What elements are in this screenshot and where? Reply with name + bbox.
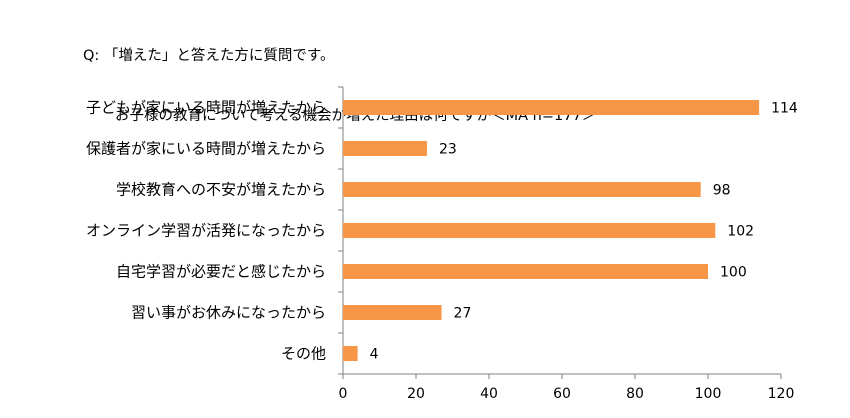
x-tick-label: 120 bbox=[768, 386, 795, 402]
bar bbox=[343, 223, 716, 238]
data-label: 4 bbox=[370, 347, 379, 363]
data-label: 100 bbox=[720, 265, 747, 281]
bar bbox=[343, 141, 427, 156]
data-label: 27 bbox=[454, 306, 472, 322]
x-tick-label: 20 bbox=[407, 386, 425, 402]
bar bbox=[343, 305, 442, 320]
bar bbox=[343, 100, 760, 115]
bar bbox=[343, 264, 708, 279]
bar bbox=[343, 182, 701, 197]
x-tick-label: 80 bbox=[626, 386, 644, 402]
category-label: 自宅学習が必要だと感じたから bbox=[116, 263, 326, 281]
x-tick-label: 100 bbox=[695, 386, 722, 402]
data-label: 102 bbox=[727, 224, 754, 240]
category-label: その他 bbox=[281, 345, 326, 363]
category-label: 習い事がお休みになったから bbox=[131, 304, 326, 322]
category-label: 保護者が家にいる時間が増えたから bbox=[86, 140, 326, 158]
data-label: 98 bbox=[713, 183, 731, 199]
category-label: 子どもが家にいる時間が増えたから bbox=[86, 99, 326, 117]
data-label: 114 bbox=[771, 101, 798, 117]
x-tick-label: 60 bbox=[553, 386, 571, 402]
chart-title-line1: Q: 「増えた」と答えた方に質問です。 bbox=[83, 48, 335, 64]
category-label: 学校教育への不安が増えたから bbox=[116, 181, 326, 199]
data-label: 23 bbox=[439, 142, 457, 158]
x-tick-label: 0 bbox=[339, 386, 348, 402]
x-tick-label: 40 bbox=[480, 386, 498, 402]
bar bbox=[343, 346, 358, 361]
category-label: オンライン学習が活発になったから bbox=[86, 222, 326, 240]
